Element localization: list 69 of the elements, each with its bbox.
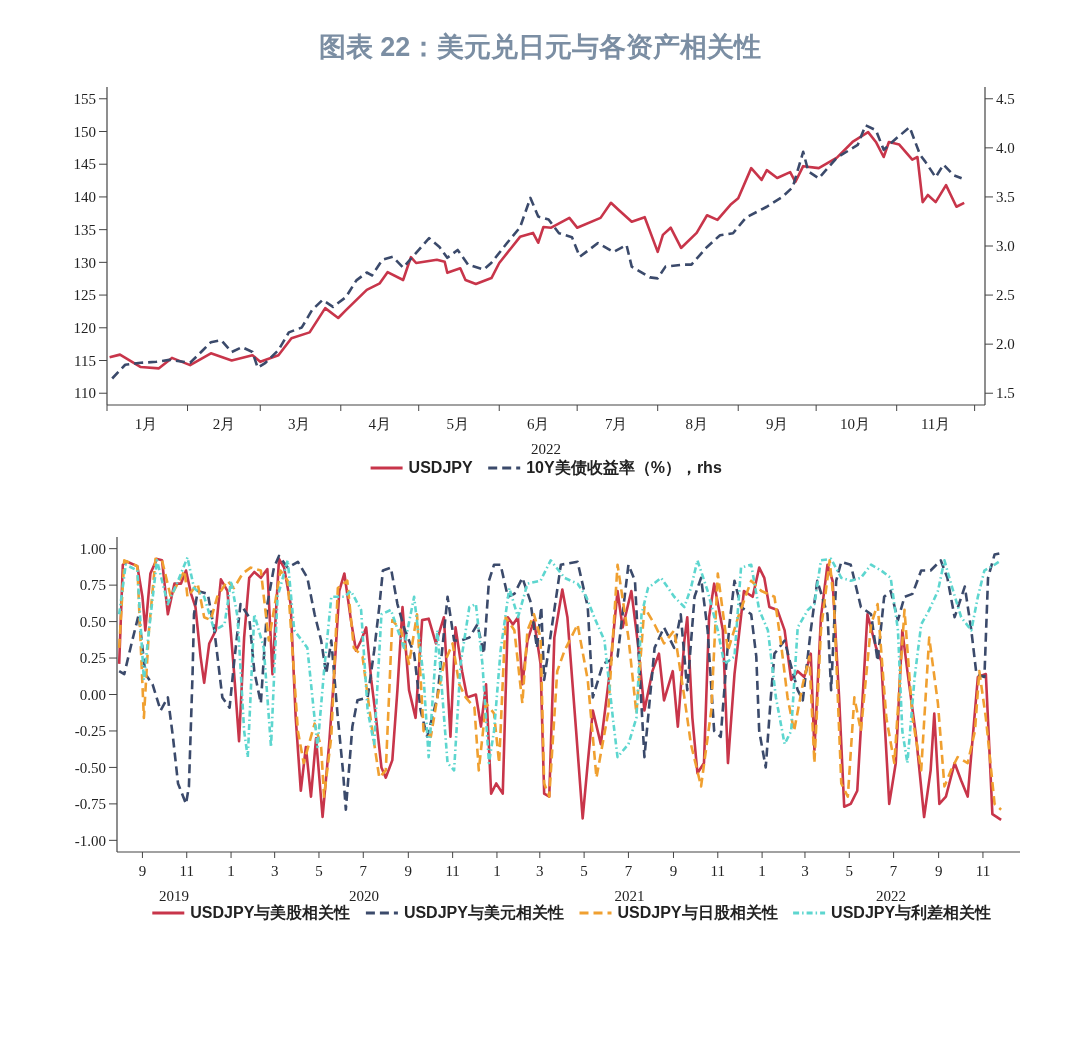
legend-label: USDJPY [408,459,473,476]
x-tick-label: 3 [270,863,279,879]
y-tick-label: 0.50 [79,613,106,630]
x-tick-label: 5 [845,863,854,879]
y-tick-label: 140 [73,189,96,206]
y-tick-label: 130 [73,254,96,271]
x-tick-label: 4月 [368,416,391,432]
x-tick-label: 8月 [685,416,708,432]
x-tick-label: 9月 [765,416,789,432]
x-tick-label: 1 [758,863,766,879]
x-tick-label: 3月 [287,416,311,432]
y-tick-label: 155 [73,91,96,108]
x-tick-label: 7 [889,863,898,879]
x-tick-label: 5 [315,863,323,879]
y-tick-label: -0.25 [74,723,106,740]
chart-title: 图表 22：美元兑日元与各资产相关性 [318,32,762,62]
y2-tick-label: 3.0 [996,238,1015,255]
legend-label: USDJPY与美元相关性 [403,903,564,921]
y-tick-label: -1.00 [74,832,106,849]
x-tick-label: 7 [359,863,368,879]
x-tick-label: 11 [179,863,194,879]
y-tick-label: 110 [74,385,96,402]
y-tick-label: -0.50 [74,759,106,776]
y-tick-label: 0.75 [79,577,106,594]
legend-label: USDJPY与利差相关性 [831,904,992,921]
legend-label: USDJPY与日股相关性 [617,904,778,921]
y2-tick-label: 4.0 [996,140,1015,157]
x-tick-label: 5月 [446,416,469,432]
y-tick-label: 135 [73,221,96,238]
y2-tick-label: 4.5 [996,91,1015,108]
text: 2021 [614,888,645,904]
y-tick-label: 145 [73,156,96,173]
x-tick-label: 1 [493,863,501,879]
y-tick-label: 0.25 [79,650,106,667]
x-tick-label: 5 [580,863,588,879]
x-tick-label: 11 [975,863,991,879]
x-tick-label: 3 [801,863,809,879]
y2-tick-label: 3.5 [996,189,1015,206]
y2-tick-label: 2.0 [996,336,1015,353]
text: 2019 [159,888,190,904]
x-tick-label: 11 [710,863,726,879]
x-tick-label: 7 [624,863,633,879]
x-tick-label: 7月 [604,416,628,432]
y-tick-label: -0.75 [74,796,106,813]
x-tick-label: 10月 [840,416,871,432]
y-tick-label: 115 [74,352,96,369]
y2-tick-label: 1.5 [996,385,1015,402]
y-tick-label: 0.00 [79,686,106,703]
legend-label: USDJPY与美股相关性 [190,903,351,921]
y-tick-label: 1.00 [79,540,106,557]
y-tick-label: 125 [73,287,96,304]
x-tick-label: 6月 [526,416,550,432]
x-tick-label: 9 [669,863,678,879]
x-tick-label: 1 [227,863,235,879]
x-tick-label: 9 [404,863,413,879]
x-tick-label: 11 [445,863,460,879]
x-tick-label: 9 [934,863,943,879]
x-tick-label: 1月 [134,416,158,432]
y2-tick-label: 2.5 [996,287,1015,304]
x-tick-label: 9 [138,863,147,879]
x-tick-label: 3 [536,863,544,879]
x-tick-label: 2月 [212,416,236,432]
y-tick-label: 120 [73,320,96,337]
text: 2022 [876,888,907,904]
y-tick-label: 150 [73,123,96,140]
text: 2020 [349,888,379,904]
x-tick-label: 11月 [920,416,951,432]
x-axis-title: 2022 [531,441,561,457]
legend-label: 10Y美债收益率（%），rhs [526,458,722,477]
